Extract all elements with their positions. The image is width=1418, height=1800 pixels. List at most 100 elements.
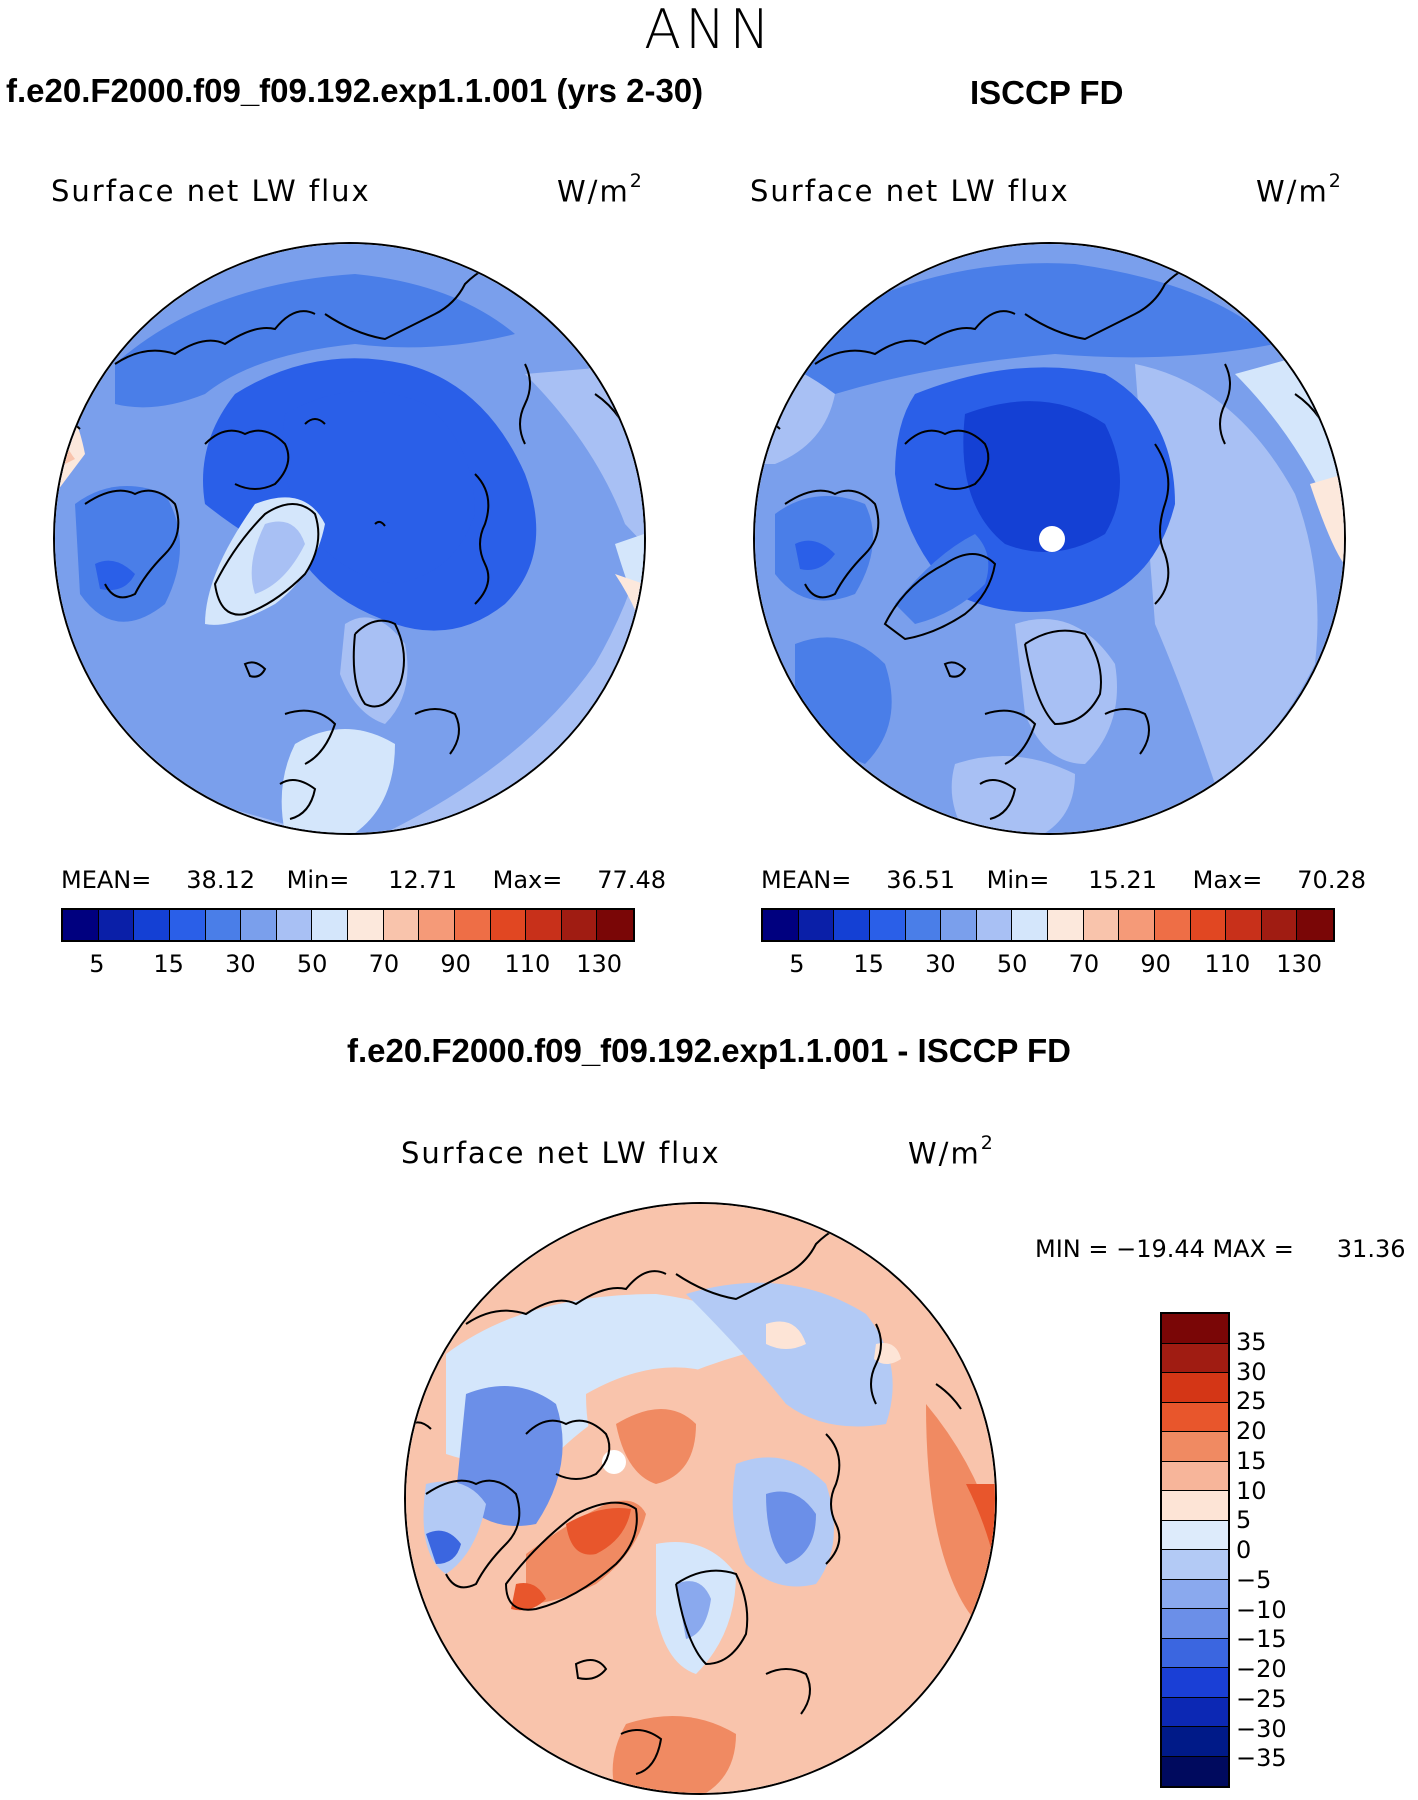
diff-colorbar-tick-label: −5 xyxy=(1236,1565,1272,1594)
obs-panel-title: ISCCP FD xyxy=(970,74,1124,111)
diff-variable-label: Surface net LW flux xyxy=(401,1136,721,1170)
diff-colorbar-swatch xyxy=(1162,1609,1228,1639)
obs-colorbar-swatch xyxy=(941,910,977,940)
obs-max-label: Max= xyxy=(1192,866,1263,894)
model-polar-map xyxy=(53,242,646,835)
model-colorbar-tick-label: 15 xyxy=(153,950,184,978)
obs-colorbar-tick-label: 130 xyxy=(1276,950,1323,978)
diff-colorbar-tick-label: 25 xyxy=(1236,1387,1267,1416)
diff-colorbar-swatch xyxy=(1162,1756,1228,1786)
model-colorbar-tick-label: 5 xyxy=(89,950,105,978)
obs-colorbar-swatch xyxy=(1297,910,1333,940)
model-colorbar-swatch xyxy=(526,910,562,940)
obs-colorbar-tick-label: 110 xyxy=(1204,950,1251,978)
model-colorbar-swatch xyxy=(276,910,313,940)
diff-colorbar-tick-label: −10 xyxy=(1236,1595,1287,1624)
model-colorbar-swatch xyxy=(597,910,633,940)
model-colorbar-tick-label: 70 xyxy=(368,950,400,978)
diff-max-value: 31.36 xyxy=(1336,1235,1406,1263)
obs-colorbar-swatch xyxy=(1190,910,1227,940)
model-max-value: 77.48 xyxy=(597,866,666,894)
obs-colorbar-swatch xyxy=(905,910,942,940)
diff-colorbar-swatch xyxy=(1162,1491,1228,1521)
model-colorbar-swatch xyxy=(205,910,242,940)
diff-colorbar-swatch xyxy=(1162,1432,1228,1462)
obs-colorbar-swatch xyxy=(1048,910,1084,940)
obs-colorbar-tick-label: 15 xyxy=(853,950,884,978)
model-colorbar-swatch xyxy=(490,910,527,940)
diff-colorbar-swatch xyxy=(1162,1727,1228,1757)
diff-colorbar-tick-label: −35 xyxy=(1236,1744,1287,1773)
obs-colorbar-ticks: 5 15 30 50 70 90 110 130 xyxy=(761,950,1335,980)
diff-colorbar-tick-label: 0 xyxy=(1236,1536,1252,1564)
obs-colorbar xyxy=(761,908,1335,942)
diff-colorbar-swatch xyxy=(1162,1520,1228,1550)
model-colorbar-swatch xyxy=(454,910,491,940)
model-units: W/m2 xyxy=(557,170,644,209)
diff-colorbar-tick-label: 35 xyxy=(1236,1327,1267,1356)
obs-min-label: Min= xyxy=(986,866,1050,894)
model-variable-label: Surface net LW flux xyxy=(51,174,371,208)
model-mean-label: MEAN= xyxy=(61,866,152,894)
obs-colorbar-swatch xyxy=(834,910,870,940)
diff-polar-map xyxy=(404,1202,997,1795)
diff-colorbar-swatch xyxy=(1162,1402,1228,1432)
diff-minmax-text: MIN = −19.44 MAX = xyxy=(1035,1235,1294,1263)
obs-colorbar-tick-label: 90 xyxy=(1140,950,1171,978)
model-min-label: Min= xyxy=(286,866,350,894)
diff-colorbar-tick-label: −30 xyxy=(1236,1714,1287,1743)
model-panel-title: f.e20.F2000.f09_f09.192.exp1.1.001 (yrs … xyxy=(6,72,704,109)
diff-colorbar-tick-label: −25 xyxy=(1236,1684,1287,1713)
model-colorbar-tick-label: 50 xyxy=(296,950,328,978)
obs-variable-label: Surface net LW flux xyxy=(750,174,1070,208)
diff-colorbar-swatch xyxy=(1162,1579,1228,1609)
obs-colorbar-tick-label: 50 xyxy=(996,950,1028,978)
model-colorbar-tick-label: 110 xyxy=(504,950,551,978)
diff-colorbar xyxy=(1160,1312,1230,1788)
diff-minmax: MIN = −19.44 MAX = 31.36 xyxy=(1035,1235,1406,1263)
model-stats: MEAN= 38.12 Min= 12.71 Max= 77.48 xyxy=(61,866,666,894)
obs-colorbar-swatch xyxy=(976,910,1013,940)
diff-panel-title: f.e20.F2000.f09_f09.192.exp1.1.001 - ISC… xyxy=(347,1032,1071,1069)
diff-colorbar-swatch xyxy=(1162,1638,1228,1668)
season-title: ANN xyxy=(644,0,774,61)
obs-colorbar-tick-label: 5 xyxy=(789,950,805,978)
model-colorbar-swatch xyxy=(348,910,384,940)
model-colorbar-swatch xyxy=(63,910,99,940)
model-colorbar-ticks: 5 15 30 50 70 90 110 130 xyxy=(61,950,635,980)
obs-min-value: 15.21 xyxy=(1088,866,1157,894)
model-colorbar xyxy=(61,908,635,942)
model-colorbar-swatch xyxy=(98,910,135,940)
obs-colorbar-swatch xyxy=(1012,910,1048,940)
diff-colorbar-swatch xyxy=(1162,1461,1228,1491)
obs-colorbar-swatch xyxy=(1226,910,1262,940)
diff-colorbar-tick-label: 5 xyxy=(1236,1506,1252,1535)
obs-mean-value: 36.51 xyxy=(886,866,955,894)
model-colorbar-swatch xyxy=(383,910,420,940)
model-colorbar-swatch xyxy=(169,910,206,940)
obs-colorbar-swatch xyxy=(798,910,835,940)
diff-colorbar-swatch xyxy=(1162,1314,1228,1344)
obs-colorbar-tick-label: 70 xyxy=(1068,950,1100,978)
diff-colorbar-tick-label: −15 xyxy=(1236,1625,1287,1654)
obs-colorbar-swatch xyxy=(1119,910,1155,940)
obs-units: W/m2 xyxy=(1256,170,1343,209)
obs-colorbar-tick-label: 30 xyxy=(925,950,956,978)
diff-colorbar-tick-label: −20 xyxy=(1236,1655,1287,1683)
diff-colorbar-tick-label: 15 xyxy=(1236,1446,1267,1475)
obs-mean-label: MEAN= xyxy=(761,866,852,894)
model-colorbar-swatch xyxy=(419,910,455,940)
obs-polar-map xyxy=(753,242,1346,835)
diff-colorbar-swatch xyxy=(1162,1343,1228,1373)
diff-colorbar-swatch xyxy=(1162,1373,1228,1403)
model-min-value: 12.71 xyxy=(388,866,457,894)
model-colorbar-tick-label: 30 xyxy=(225,950,256,978)
diff-colorbar-tick-label: 10 xyxy=(1236,1476,1267,1505)
diff-colorbar-tick-label: 20 xyxy=(1236,1417,1267,1445)
model-colorbar-tick-label: 90 xyxy=(440,950,471,978)
diff-colorbar-tick-label: 30 xyxy=(1236,1357,1267,1386)
model-colorbar-swatch xyxy=(134,910,170,940)
model-colorbar-tick-label: 130 xyxy=(576,950,623,978)
obs-max-value: 70.28 xyxy=(1297,866,1366,894)
obs-colorbar-swatch xyxy=(1083,910,1120,940)
